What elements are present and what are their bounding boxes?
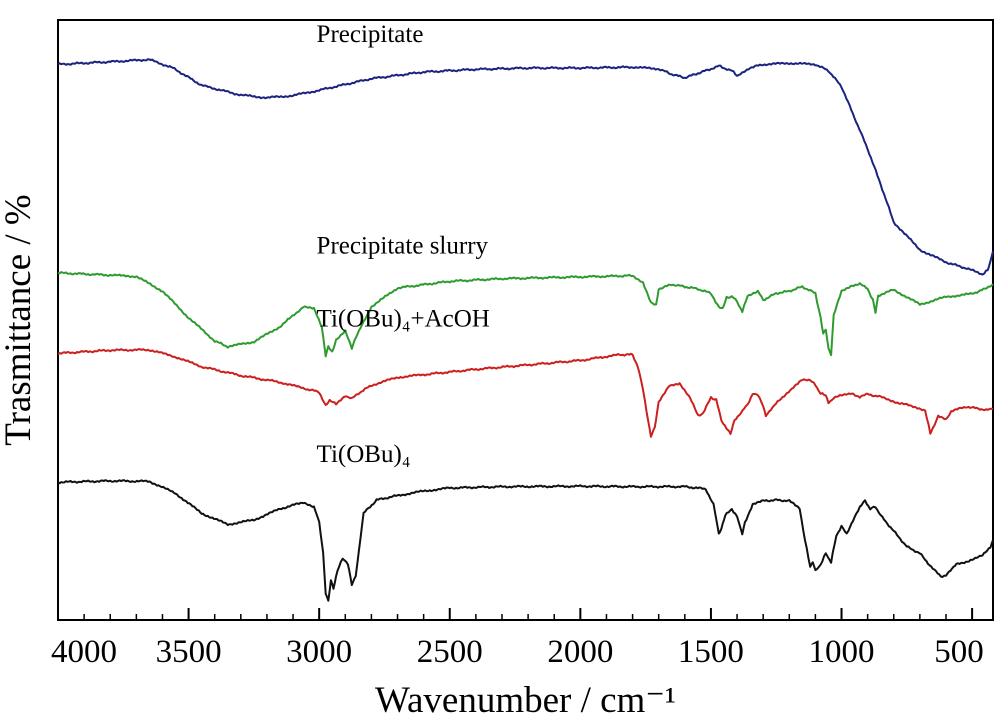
series-line-3	[57, 348, 994, 438]
x-axis-tick-labels: 4000 3500 3000 2500 2000 1500 1000 500	[51, 634, 984, 670]
series-line-2	[57, 271, 994, 358]
series-annotation-2: Precipitate slurry	[317, 232, 489, 259]
x-tick-label: 500	[934, 634, 984, 670]
annotation-layer: Precipitate Precipitate slurry Ti(OBu)₄+Ac…	[317, 21, 490, 468]
y-axis-title: Trasmittance / %	[0, 194, 39, 445]
series-layer	[57, 58, 994, 602]
series-annotation-3: Ti(OBu)₄+AcOH	[317, 306, 490, 333]
x-tick-label: 1000	[809, 634, 875, 670]
x-tick-label: 3500	[156, 634, 222, 670]
x-tick-label: 3000	[286, 634, 352, 670]
x-tick-label: 2500	[417, 634, 483, 670]
series-annotation-4: Ti(OBu)₄	[317, 441, 411, 468]
plot-area	[57, 19, 994, 621]
x-tick-label: 2000	[547, 634, 613, 670]
x-axis-ticks	[57, 608, 974, 620]
series-line-4	[57, 479, 994, 602]
x-axis-title: Wavenumber / cm⁻¹	[375, 680, 676, 721]
series-annotation-1: Precipitate	[317, 21, 424, 48]
plot-frame	[57, 19, 994, 621]
x-tick-label: 1500	[678, 634, 744, 670]
x-tick-label: 4000	[51, 634, 117, 670]
series-line-1	[57, 58, 994, 276]
